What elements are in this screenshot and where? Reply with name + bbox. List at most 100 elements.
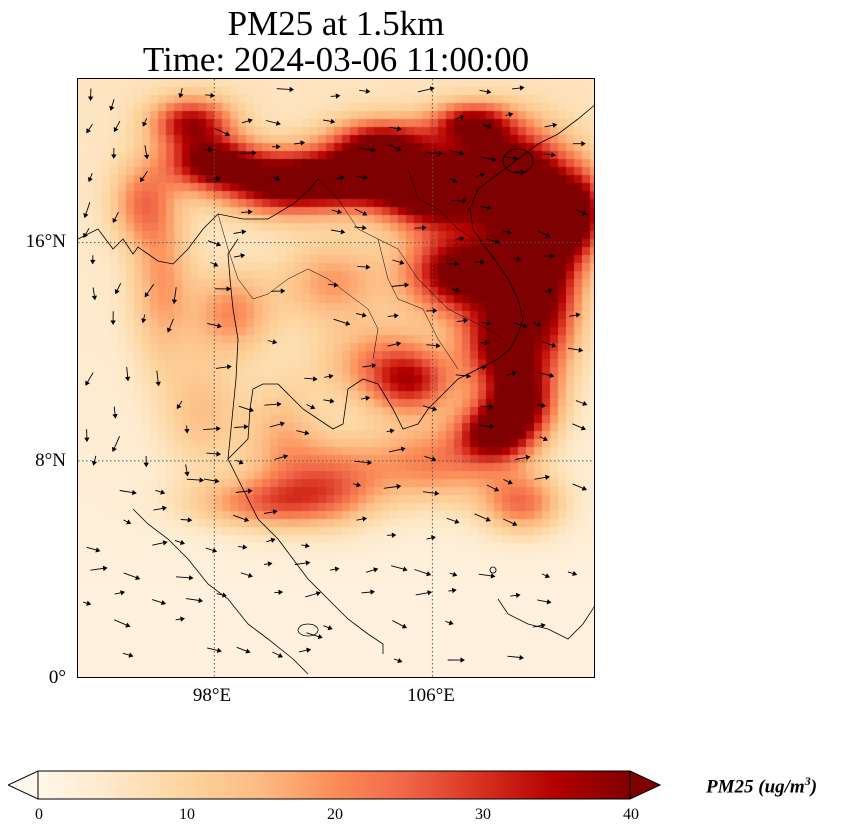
colorbar-extend-high (629, 770, 662, 800)
wind-vector (178, 88, 184, 99)
wind-vector (123, 572, 141, 581)
coastline-segment-3 (132, 508, 309, 675)
wind-vector (144, 283, 155, 298)
wind-vector (541, 573, 550, 579)
wind-vector (479, 89, 492, 95)
wind-vector (333, 318, 351, 326)
wind-vector (274, 589, 284, 595)
wind-vector (330, 93, 341, 99)
wind-vector (111, 436, 121, 453)
wind-vector (506, 371, 517, 377)
wind-vector (270, 288, 286, 294)
wind-vector (210, 261, 219, 267)
wind-vector (383, 483, 402, 490)
wind-vector (448, 149, 465, 156)
wind-vector (390, 565, 408, 572)
wind-vector (153, 505, 167, 511)
wind-vector (388, 144, 403, 152)
wind-vector (176, 400, 183, 410)
wind-vector (238, 405, 254, 413)
wind-vector (123, 519, 132, 525)
wind-vector (360, 395, 371, 401)
coastline-segment-6 (502, 148, 534, 174)
wind-vector (512, 256, 522, 262)
coastline-segment-0 (78, 178, 319, 265)
wind-vector (414, 569, 432, 577)
border-segment-3 (327, 278, 379, 360)
wind-vector (356, 312, 367, 318)
border-segment-4 (432, 293, 504, 340)
wind-vector (206, 451, 221, 457)
wind-vector (176, 575, 194, 581)
wind-vector (143, 455, 149, 468)
wind-vector (456, 236, 465, 242)
wind-vector (143, 145, 150, 160)
lat-tick-8n: 8°N (35, 450, 66, 471)
wind-vector (241, 209, 253, 215)
wind-vector (449, 178, 458, 184)
wind-vector (267, 339, 278, 345)
wind-vector (422, 405, 438, 412)
wind-vector (91, 455, 98, 466)
wind-vector (354, 208, 368, 216)
wind-vector (456, 318, 469, 324)
wind-vector (475, 172, 486, 178)
wind-vector (354, 225, 367, 231)
wind-vector (265, 120, 281, 126)
wind-vector (264, 561, 273, 567)
wind-vector (480, 205, 492, 211)
wind-vector (388, 446, 406, 453)
wind-vector (392, 620, 407, 629)
wind-vector (184, 425, 190, 434)
wind-vector (122, 652, 134, 658)
border-segment-5 (407, 168, 474, 240)
wind-vector (575, 400, 588, 406)
colorbar-tick-20: 20 (327, 806, 343, 823)
wind-vector (539, 436, 548, 442)
wind-vector (510, 592, 521, 599)
wind-vector (387, 313, 399, 319)
wind-vector (569, 312, 581, 318)
colorbar-tick-0: 0 (35, 806, 43, 823)
wind-vector (362, 363, 377, 369)
wind-vector (478, 573, 496, 579)
wind-vector (354, 459, 373, 466)
wind-vector (152, 540, 168, 546)
lon-tick-98e: 98°E (192, 685, 232, 706)
wind-vector (174, 539, 186, 545)
border-segment-0 (217, 213, 329, 300)
map-title-line1: PM25 at 1.5km (227, 4, 445, 43)
wind-vector (414, 225, 427, 231)
wind-vector (87, 173, 93, 183)
wind-vector (480, 340, 490, 346)
wind-vector (486, 484, 500, 492)
wind-vector (415, 590, 433, 596)
wind-vector (264, 401, 282, 407)
colorbar-body (37, 770, 631, 800)
wind-vector (330, 229, 346, 235)
wind-vector (503, 518, 518, 526)
lon-tick-106e: 106°E (407, 685, 455, 706)
wind-vector (474, 259, 485, 265)
wind-vector (119, 489, 137, 496)
wind-vector (534, 474, 550, 481)
wind-vector (424, 455, 437, 462)
wind-vector (166, 318, 174, 333)
wind-vector (504, 155, 519, 161)
wind-vector (386, 532, 397, 538)
wind-vector (236, 646, 251, 654)
wind-vector (155, 370, 161, 387)
wind-vector (296, 430, 310, 436)
wind-vector (567, 347, 584, 353)
wind-vector (185, 597, 204, 604)
wind-vector (141, 314, 147, 324)
border-segment-1 (317, 178, 434, 295)
wind-vector (451, 287, 461, 293)
wind-vector (426, 535, 436, 541)
wind-vector (537, 402, 546, 409)
wind-vector (512, 85, 525, 91)
wind-vector (84, 429, 90, 443)
wind-vector (387, 341, 402, 347)
wind-vector (184, 464, 190, 477)
wind-vector (480, 403, 494, 410)
